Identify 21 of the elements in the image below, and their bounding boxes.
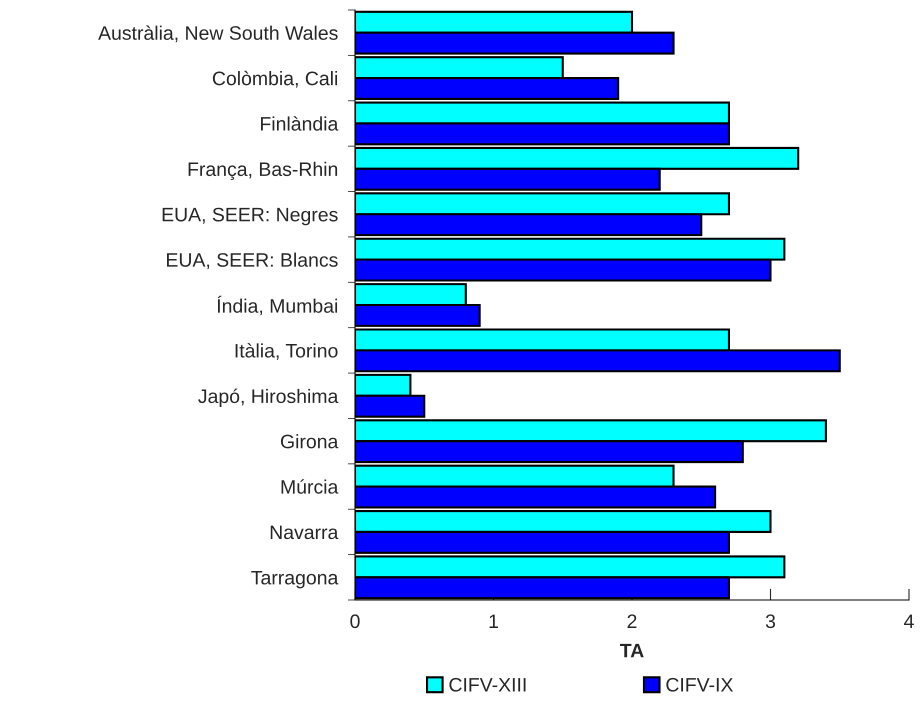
y-tick-label: EUA, SEER: Blancs xyxy=(167,252,338,270)
x-tick-label: 4 xyxy=(904,614,914,628)
legend-label: CIFV-XIII xyxy=(449,678,526,692)
y-tick-label: França, Bas-Rhin xyxy=(188,162,338,180)
x-tick-label: 2 xyxy=(628,614,636,628)
y-tick-label: Japó, Hiroshima xyxy=(198,388,338,407)
y-tick-label: Austràlia, New South Wales xyxy=(98,25,338,42)
x-tick-label: 3 xyxy=(766,614,776,628)
y-tick-label: Múrcia xyxy=(282,479,338,494)
x-tick-label: 0 xyxy=(350,614,360,628)
y-tick-label: EUA, SEER: Negres xyxy=(162,208,338,226)
y-tick-label: Índia, Mumbai xyxy=(218,296,338,316)
y-tick-label: Navarra xyxy=(270,526,338,540)
legend-label: CIFV-IX xyxy=(666,678,734,692)
y-tick-label: Finlàndia xyxy=(261,116,338,131)
x-axis-title: TA xyxy=(620,644,644,658)
y-tick-label: Tarragona xyxy=(251,570,338,588)
y-tick-label: Colòmbia, Cali xyxy=(212,70,338,88)
y-tick-label: Itàlia, Torino xyxy=(236,343,338,360)
y-tick-label: Girona xyxy=(280,434,338,448)
x-tick-label: 1 xyxy=(490,614,498,628)
